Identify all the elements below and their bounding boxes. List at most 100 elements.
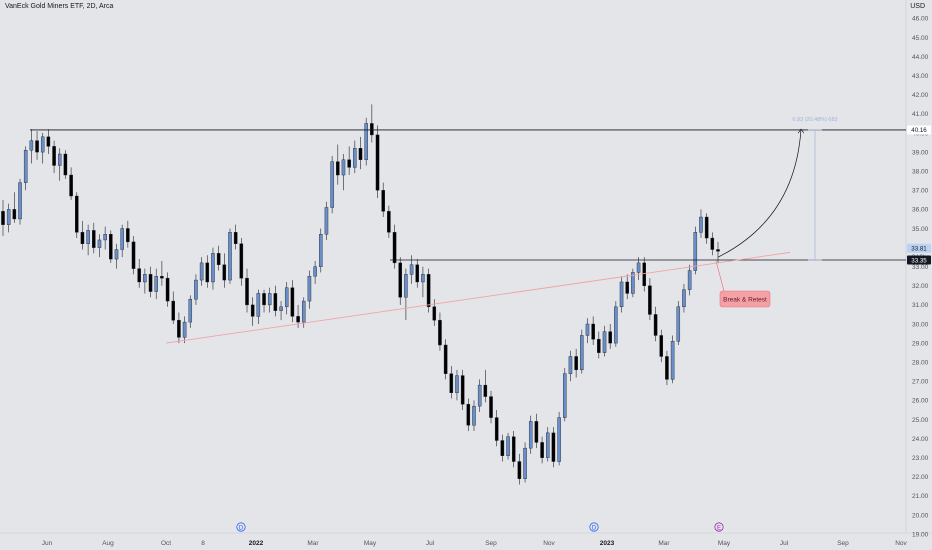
candle-body (682, 289, 686, 308)
projection-arrow-icon (797, 128, 805, 134)
x-tick-label: Jul (780, 540, 789, 547)
y-tick-label: 25.00 (912, 417, 929, 424)
candle-body (290, 287, 295, 317)
candle-body (625, 281, 629, 294)
candle-body (245, 277, 249, 306)
candle-body (608, 331, 612, 344)
event-marker-label: E (717, 525, 721, 531)
candle-body (415, 264, 420, 283)
candle-body (216, 253, 221, 265)
candle-body (120, 228, 124, 250)
y-tick-label: 41.00 (912, 111, 929, 118)
candle-body (188, 298, 193, 323)
candle-body (341, 159, 346, 176)
candle-body (659, 335, 664, 357)
support-price-label-bg (907, 255, 931, 265)
y-tick-label: 36.00 (912, 207, 929, 214)
candle-body (648, 285, 652, 315)
event-marker-icon (589, 522, 599, 532)
candle-body (75, 195, 79, 233)
y-tick-label: 43.00 (912, 73, 929, 80)
candle-body (455, 375, 459, 393)
candle-body (614, 306, 618, 344)
candle-body (449, 373, 454, 393)
x-tick-label: Nov (895, 540, 907, 547)
y-tick-label: 46.00 (912, 16, 929, 23)
y-tick-label: 42.00 (912, 92, 929, 99)
x-tick-label: Aug (102, 540, 114, 547)
x-tick-label: Sep (485, 540, 497, 547)
candle-body (460, 375, 465, 405)
candle-body (199, 262, 204, 281)
candle-body (222, 264, 227, 281)
candle-body (63, 153, 68, 176)
candle-body (443, 344, 448, 374)
y-tick-label: 22.00 (912, 474, 929, 481)
candle-body (273, 293, 278, 311)
candle-body (438, 319, 442, 346)
candle-body (35, 140, 39, 153)
resistance-price-label: 40.16 (911, 127, 927, 134)
candle-body (364, 123, 368, 160)
candle-body (387, 211, 391, 233)
x-tick-label: Oct (161, 540, 171, 547)
candle-body (540, 442, 544, 458)
candle-body (370, 123, 374, 136)
candle-body (653, 314, 658, 336)
candle-body (693, 232, 698, 271)
x-tick-label: May (718, 540, 731, 547)
candle-body (699, 216, 703, 233)
candle-body (392, 232, 397, 264)
candle-body (477, 384, 482, 407)
candle-body (319, 234, 323, 267)
currency-label: USD (910, 3, 925, 10)
candle-body (602, 331, 607, 353)
candle-body (506, 436, 510, 456)
candle-body (704, 216, 709, 239)
candle-body (46, 136, 51, 147)
candle-body (716, 249, 720, 252)
y-tick-label: 28.00 (912, 360, 929, 367)
candle-body (296, 316, 300, 323)
event-marker-icon (236, 522, 246, 532)
candle-body (137, 268, 141, 283)
candle-body (551, 432, 556, 462)
current-price-label: 33.81 (911, 246, 927, 253)
candle-body (619, 281, 624, 308)
candle-body (307, 276, 312, 302)
candle-body (324, 207, 329, 235)
candle-body (313, 266, 317, 277)
candle-body (546, 432, 550, 458)
y-tick-label: 27.00 (912, 379, 929, 386)
y-tick-label: 32.00 (912, 283, 929, 290)
candle-body (687, 270, 692, 290)
y-tick-label: 30.00 (912, 321, 929, 328)
candle-body (80, 232, 85, 244)
candle-body (409, 264, 414, 275)
candle-body (239, 243, 244, 279)
candle-body (426, 274, 431, 308)
candle-body (472, 405, 476, 426)
candle-body (563, 373, 567, 418)
x-tick-label: 8 (201, 540, 205, 547)
candles (1, 104, 720, 485)
candle-body (6, 209, 11, 225)
candle-body (301, 300, 306, 323)
y-tick-label: 39.00 (912, 149, 929, 156)
current-price-label-bg (907, 243, 931, 253)
candle-body (381, 190, 385, 212)
candle-body (528, 421, 533, 449)
candle-body (557, 417, 561, 462)
candle-body (171, 300, 175, 321)
candle-body (284, 287, 289, 308)
candle-body (670, 340, 675, 380)
y-tick-label: 19.00 (912, 531, 929, 538)
resistance-price-label-bg (907, 125, 931, 135)
candle-body (103, 234, 107, 241)
candle-body (52, 146, 56, 166)
candle-body (160, 276, 164, 279)
y-tick-label: 37.00 (912, 188, 929, 195)
